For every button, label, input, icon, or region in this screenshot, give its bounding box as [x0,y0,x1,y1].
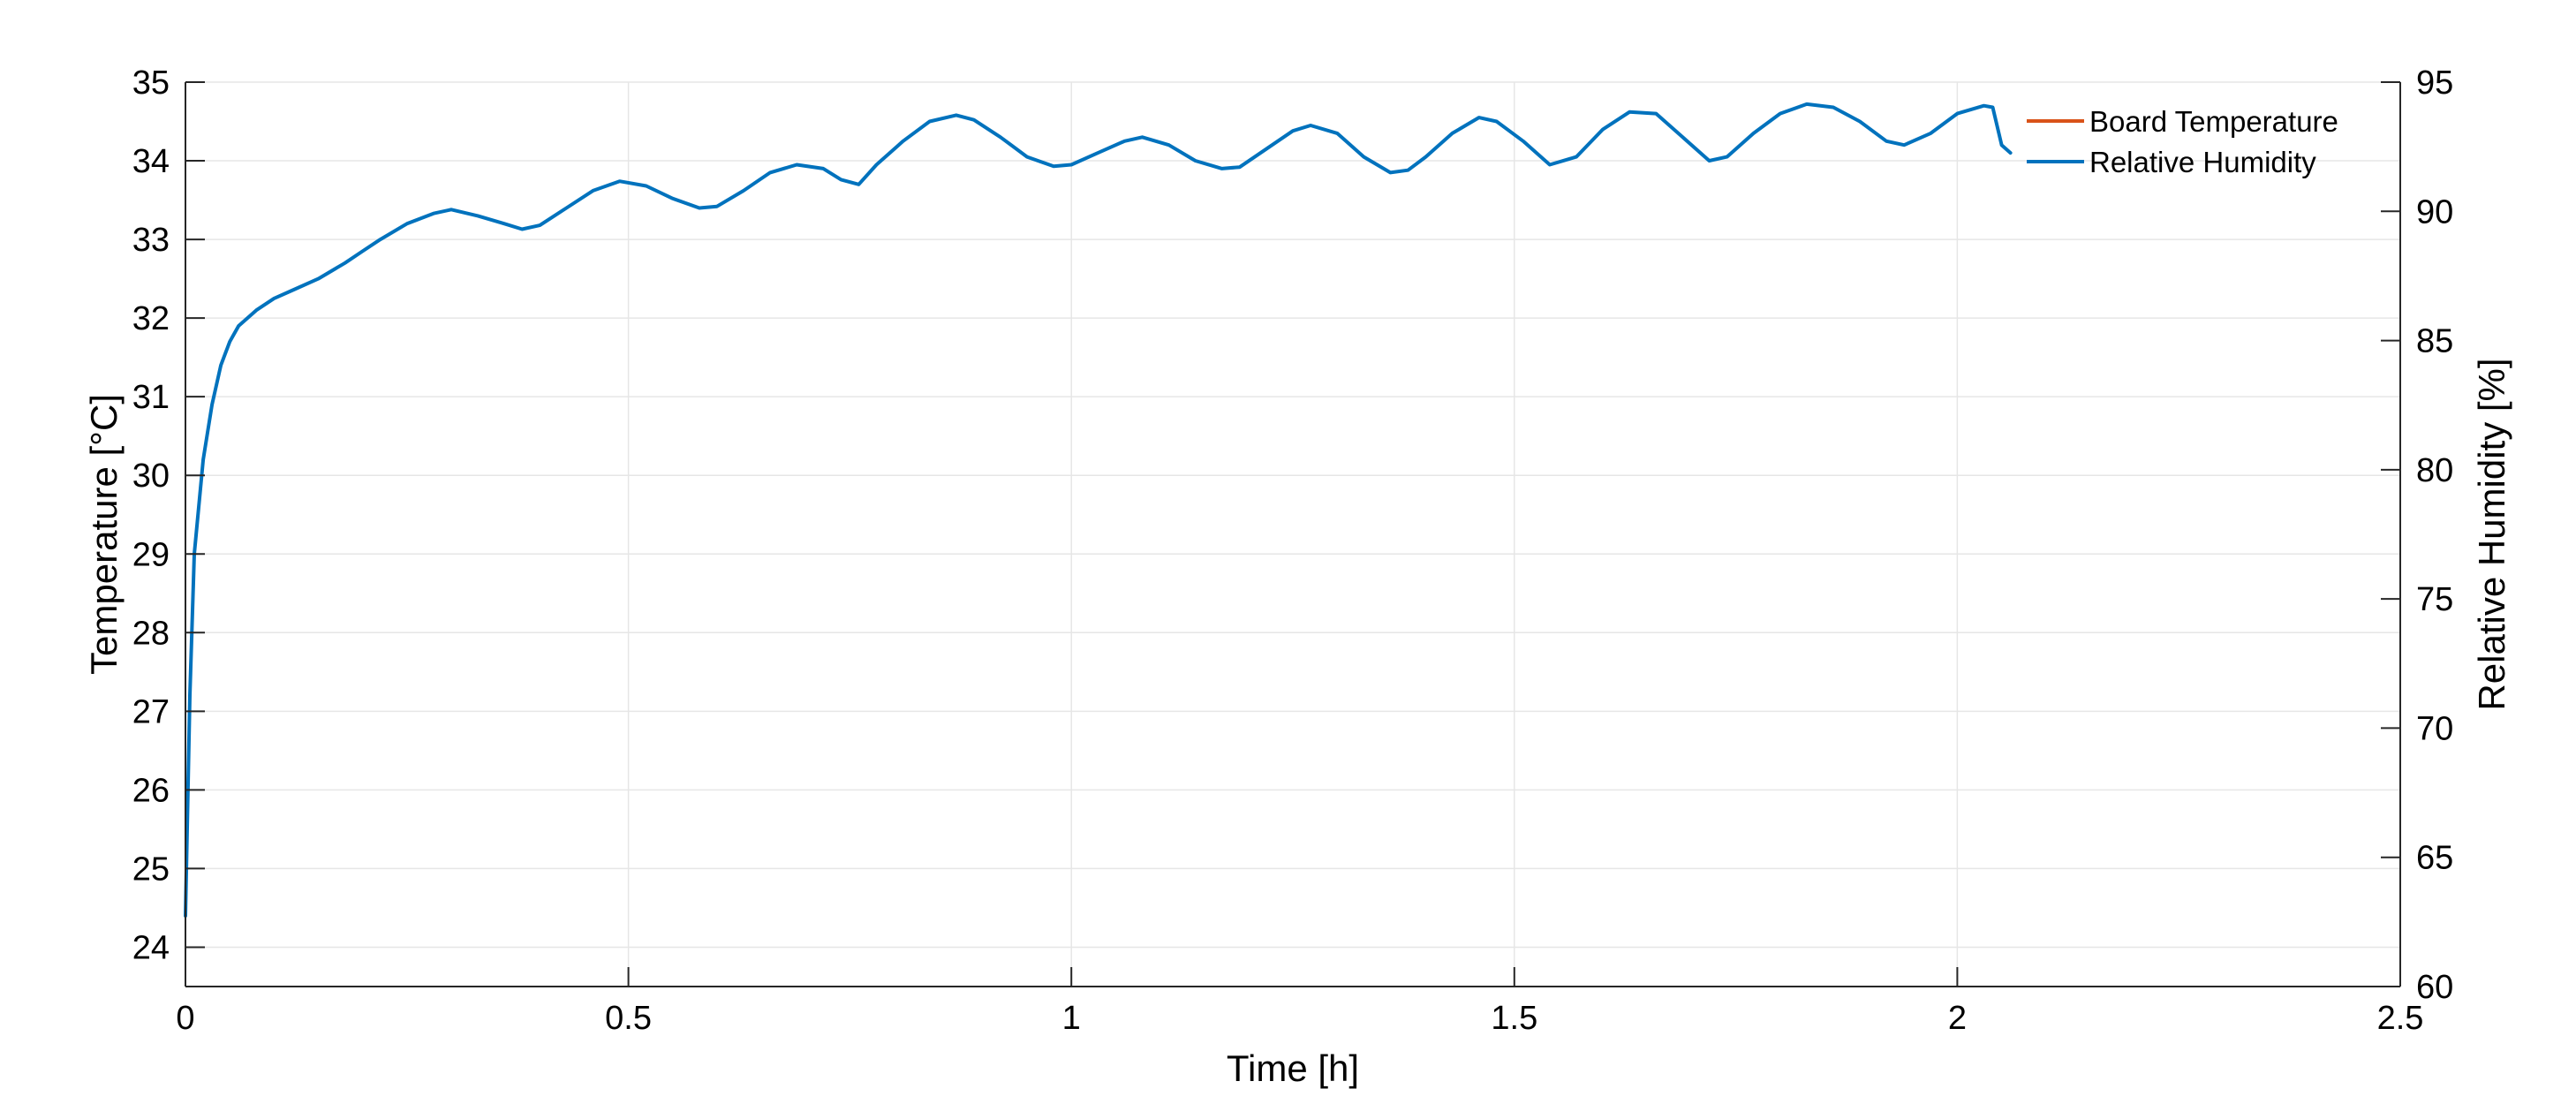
ticks: 0 0.5 1 1.5 2 2.5 24 25 26 27 28 29 30 31 32 33 34 35 60 65… [132,64,2454,1037]
series-layer [184,102,2013,918]
y2-tick-label: 70 [2416,710,2453,747]
y-tick-label: 24 [132,929,170,966]
x-tick-label: 1.5 [1491,1000,1537,1037]
y-tick-label: 26 [132,772,170,809]
y2-tick-label: 65 [2416,840,2453,877]
y-tick-label: 33 [132,222,170,259]
y2-tick-label: 85 [2416,323,2453,360]
y2-tick-label: 90 [2416,193,2453,231]
y-tick-label: 29 [132,536,170,573]
axes [185,82,2401,987]
series-line-relative-humidity [184,102,2013,918]
y-tick-label: 27 [132,693,170,730]
x-tick-label: 0 [176,1000,194,1037]
x-tick-label: 2 [1948,1000,1967,1037]
y-tick-label: 30 [132,457,170,495]
x-tick-label: 0.5 [605,1000,652,1037]
x-tick-label: 1 [1062,1000,1081,1037]
y-tick-label: 31 [132,379,170,416]
legend-label-relative-humidity: Relative Humidity [2089,146,2316,178]
y-tick-label: 35 [132,64,170,102]
y2-tick-label: 75 [2416,581,2453,618]
plot-background [185,82,2400,987]
y-tick-label: 28 [132,615,170,652]
y2-tick-label: 95 [2416,64,2453,102]
y-tick-label: 25 [132,851,170,888]
y-axis-title: Temperature [°C] [83,394,125,675]
y2-axis-title: Relative Humidity [%] [2471,358,2512,710]
y2-tick-label: 60 [2416,969,2453,1006]
legend-label-board-temperature: Board Temperature [2089,105,2338,138]
y-tick-label: 34 [132,143,170,180]
x-tick-label: 2.5 [2377,1000,2424,1037]
y-tick-label: 32 [132,300,170,337]
y2-tick-label: 80 [2416,452,2453,489]
legend: Board Temperature Relative Humidity [2027,105,2338,178]
x-axis-title: Time [h] [1227,1047,1359,1089]
